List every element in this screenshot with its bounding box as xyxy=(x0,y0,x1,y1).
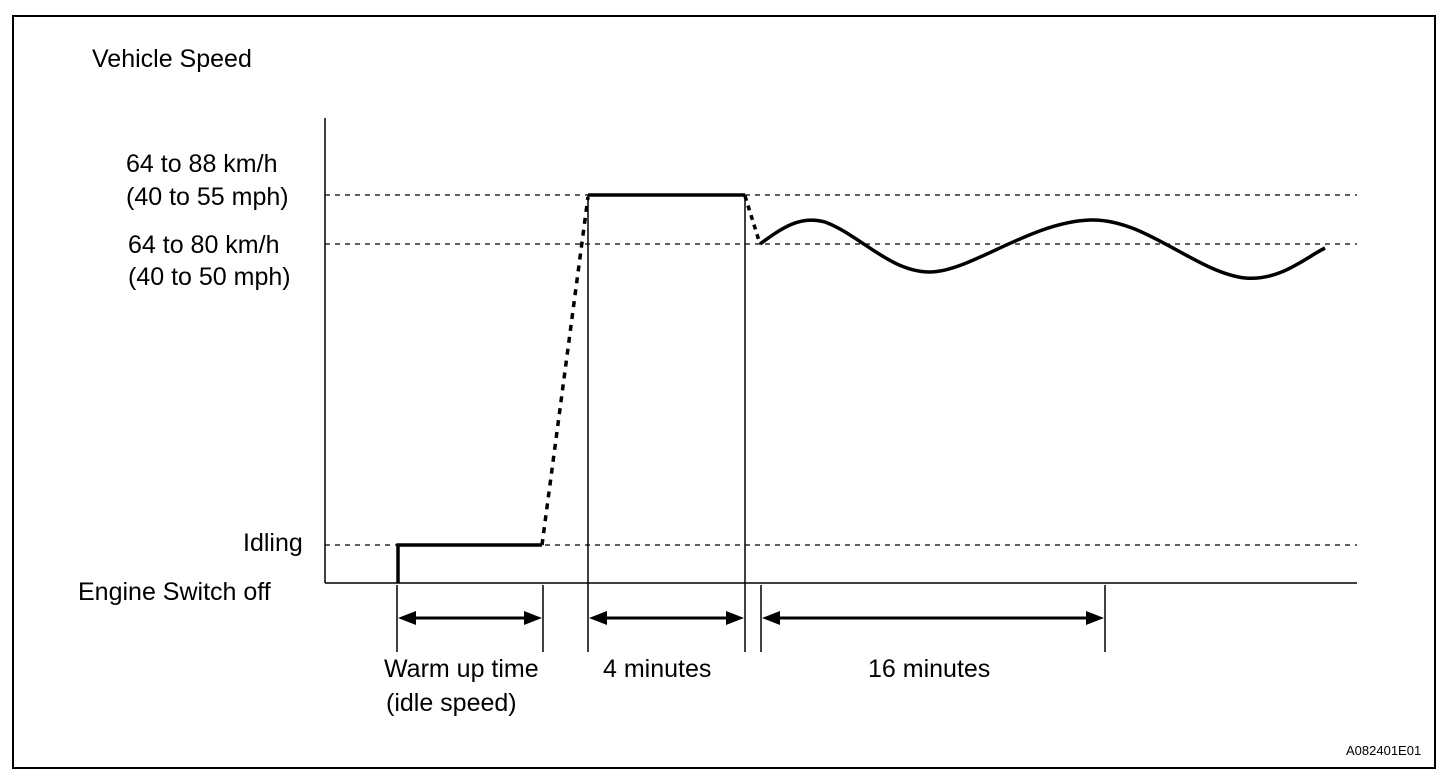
phase-label-warmup-sub: (idle speed) xyxy=(386,689,517,717)
level-label-idle: Idling xyxy=(243,529,303,557)
level-label-mid-kmh: 64 to 80 km/h xyxy=(128,231,280,259)
phase-label-four-minutes: 4 minutes xyxy=(603,655,712,683)
phase-label-sixteen-minutes: 16 minutes xyxy=(868,655,991,683)
deceleration-dotted xyxy=(743,195,762,245)
phase-label-warmup: Warm up time xyxy=(384,655,539,683)
duration-arrow-warmup xyxy=(398,611,542,625)
level-label-high-mph: (40 to 55 mph) xyxy=(126,183,289,211)
acceleration-dotted xyxy=(540,196,590,546)
diagram-frame xyxy=(12,15,1436,769)
y-axis-title: Vehicle Speed xyxy=(92,45,252,73)
duration-arrow-sixteen xyxy=(762,611,1104,625)
level-label-engine-off: Engine Switch off xyxy=(78,578,271,606)
figure-code: A082401E01 xyxy=(1346,743,1422,758)
speed-curve-wave xyxy=(758,218,1326,280)
level-label-high-kmh: 64 to 88 km/h xyxy=(126,150,278,178)
duration-arrow-four xyxy=(589,611,744,625)
speed-curve-idle xyxy=(396,543,542,583)
level-label-mid-mph: (40 to 50 mph) xyxy=(128,263,291,291)
